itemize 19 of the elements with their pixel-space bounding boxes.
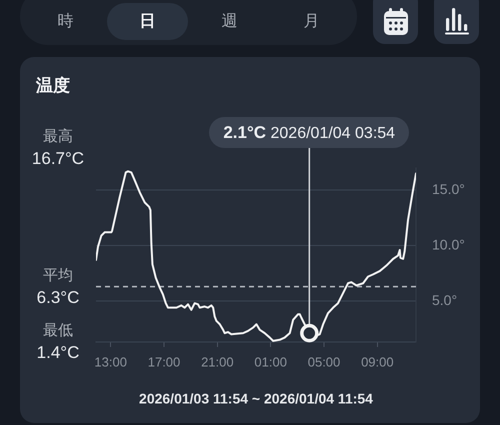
tab: 月 xyxy=(271,3,352,40)
x-tick-label: 21:00 xyxy=(201,354,234,370)
x-axis-title: 2026/01/03 11:54 ~ 2026/01/04 11:54 xyxy=(139,390,374,406)
y-tick-label: 10.0° xyxy=(432,236,465,252)
tab: 時 xyxy=(25,3,106,40)
x-tick-label: 13:00 xyxy=(94,354,127,370)
x-tick-label: 09:00 xyxy=(361,354,394,370)
text: 最低 1.4°C xyxy=(36,321,80,362)
x-tick-label: 17:00 xyxy=(148,354,180,370)
y-tick-label: 5.0° xyxy=(432,292,458,308)
chart-title: 温度 xyxy=(36,75,70,97)
x-tick-label: 01:00 xyxy=(254,354,287,370)
annotation: 2.1°C 2026/01/04 03:54 xyxy=(223,123,396,142)
tab: 日 xyxy=(107,3,188,40)
x-tick-label: 05:00 xyxy=(308,354,340,370)
y-tick-label: 15.0° xyxy=(432,181,465,198)
ref-line-label: 平均 6.3°C xyxy=(36,266,80,309)
text: 最高 16.7°C xyxy=(30,127,86,170)
tab: 週 xyxy=(189,3,270,40)
